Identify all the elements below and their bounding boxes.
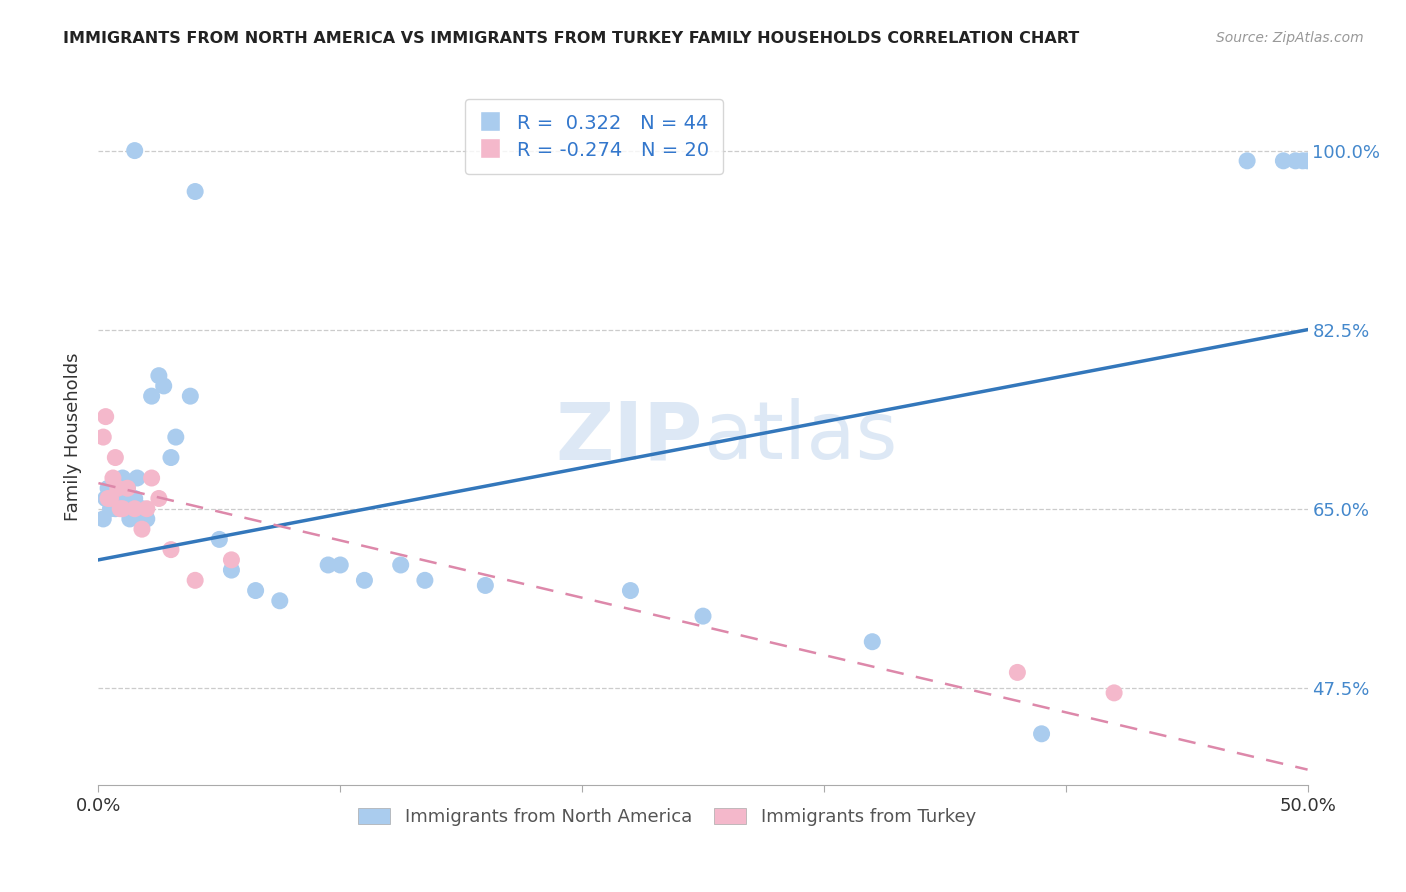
Text: IMMIGRANTS FROM NORTH AMERICA VS IMMIGRANTS FROM TURKEY FAMILY HOUSEHOLDS CORREL: IMMIGRANTS FROM NORTH AMERICA VS IMMIGRA…: [63, 31, 1080, 46]
Point: [179, 389, 201, 403]
Point: [104, 501, 127, 516]
Point: [107, 481, 129, 495]
Point: [111, 501, 134, 516]
Point: [117, 481, 139, 495]
Point: [107, 481, 129, 495]
Point: [118, 512, 141, 526]
Point: [101, 471, 124, 485]
Point: [104, 450, 127, 465]
Point: [413, 574, 436, 588]
Text: Source: ZipAtlas.com: Source: ZipAtlas.com: [1216, 31, 1364, 45]
Point: [1236, 153, 1258, 168]
Point: [134, 512, 156, 526]
Point: [141, 389, 163, 403]
Point: [221, 553, 243, 567]
Point: [97, 481, 120, 495]
Point: [160, 542, 183, 557]
Point: [1272, 153, 1295, 168]
Point: [353, 574, 375, 588]
Point: [389, 558, 412, 572]
Point: [135, 501, 157, 516]
Point: [184, 185, 207, 199]
Point: [91, 430, 114, 444]
Point: [692, 609, 714, 624]
Point: [148, 368, 170, 383]
Point: [329, 558, 352, 572]
Text: atlas: atlas: [703, 398, 897, 476]
Point: [269, 594, 291, 608]
Point: [108, 486, 131, 500]
Point: [152, 379, 174, 393]
Point: [245, 583, 267, 598]
Point: [131, 522, 153, 536]
Point: [141, 471, 163, 485]
Point: [165, 430, 187, 444]
Point: [1284, 153, 1306, 168]
Point: [135, 512, 157, 526]
Point: [160, 450, 183, 465]
Point: [94, 491, 117, 506]
Point: [91, 512, 114, 526]
Point: [474, 578, 496, 592]
Point: [108, 501, 131, 516]
Point: [100, 491, 122, 506]
Point: [316, 558, 339, 572]
Point: [100, 501, 122, 516]
Point: [1007, 665, 1029, 680]
Point: [221, 563, 243, 577]
Y-axis label: Family Households: Family Households: [65, 353, 83, 521]
Point: [124, 501, 146, 516]
Point: [101, 491, 124, 506]
Point: [860, 634, 883, 648]
Point: [124, 144, 146, 158]
Point: [208, 533, 231, 547]
Point: [1296, 153, 1319, 168]
Point: [114, 491, 136, 506]
Point: [97, 491, 120, 506]
Point: [117, 481, 139, 495]
Point: [131, 501, 153, 516]
Point: [1102, 686, 1125, 700]
Point: [127, 471, 149, 485]
Point: [1031, 727, 1053, 741]
Point: [124, 491, 146, 506]
Point: [111, 471, 134, 485]
Legend: Immigrants from North America, Immigrants from Turkey: Immigrants from North America, Immigrant…: [349, 798, 984, 835]
Point: [619, 583, 641, 598]
Point: [148, 491, 170, 506]
Point: [1292, 153, 1315, 168]
Text: ZIP: ZIP: [555, 398, 703, 476]
Point: [94, 409, 117, 424]
Point: [184, 574, 207, 588]
